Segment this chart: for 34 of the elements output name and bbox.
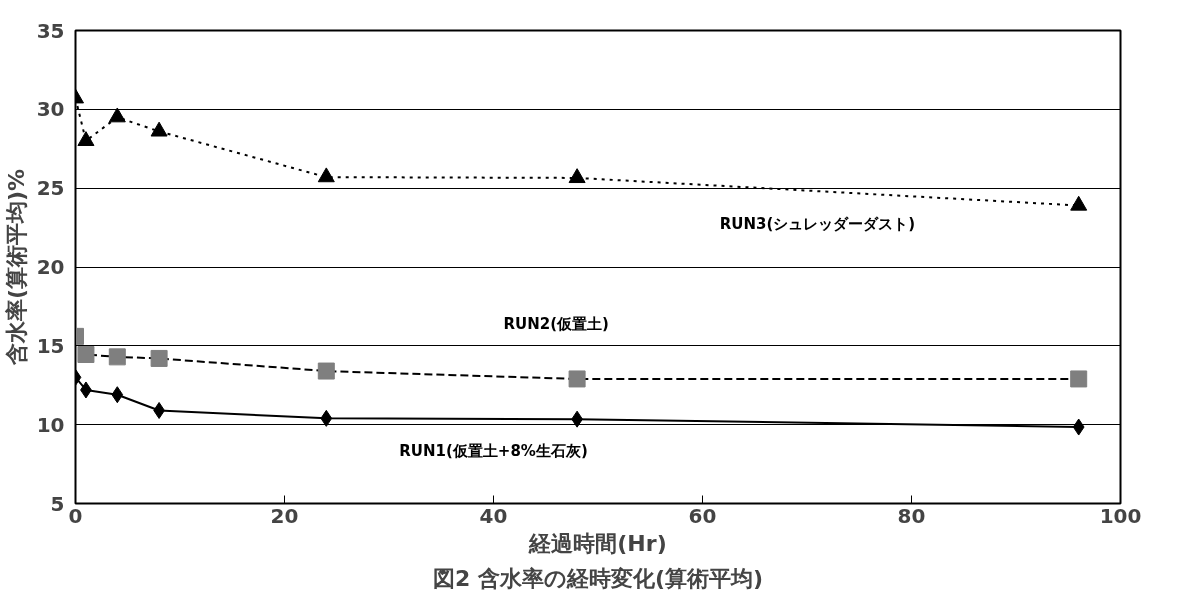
- point: [568, 168, 586, 184]
- point: [150, 349, 168, 367]
- x-tick-label: 40: [479, 503, 508, 528]
- point: [317, 167, 335, 183]
- y-tick-label: 20: [36, 255, 65, 279]
- point: [108, 348, 126, 366]
- point: [77, 131, 95, 146]
- point: [1072, 418, 1085, 436]
- y-tick-label: 5: [50, 491, 65, 516]
- y-tick-label: 15: [36, 333, 65, 358]
- text: RUN2(仮置土): [503, 314, 609, 333]
- point: [317, 362, 335, 380]
- y-tick-label: 25: [36, 176, 65, 201]
- y-axis-title: 含水率(算術平均)%: [3, 168, 29, 367]
- point: [568, 370, 586, 388]
- text: 図2 含水率の経時変化(算術平均): [432, 565, 764, 591]
- point: [320, 409, 333, 427]
- x-tick-label: 0: [68, 503, 83, 528]
- y-tick-label: 10: [36, 412, 65, 437]
- x-tick-label: 80: [897, 503, 926, 528]
- x-tick-label: 20: [270, 503, 299, 528]
- point: [1070, 370, 1088, 388]
- point: [77, 346, 95, 364]
- x-tick-label: 60: [688, 503, 717, 528]
- series-label: RUN3(シュレッダーダスト): [719, 215, 916, 234]
- point: [1070, 195, 1088, 211]
- x-axis-title: 経過時間(Hr): [528, 530, 667, 556]
- point: [111, 386, 124, 404]
- y-tick-label: 35: [36, 18, 65, 43]
- y-tick-label: 30: [36, 97, 65, 122]
- x-tick-label: 100: [1099, 503, 1142, 528]
- point: [108, 107, 126, 123]
- series-label: RUN1(仮置土+8%生石灰): [399, 442, 588, 461]
- point: [150, 121, 168, 137]
